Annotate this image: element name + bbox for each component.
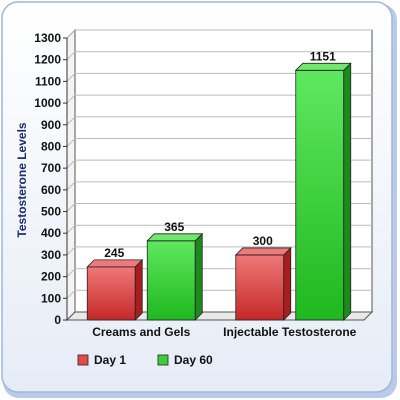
legend-label: Day 1 xyxy=(94,353,126,367)
data-labels: 245 365 300 1151 xyxy=(104,49,336,260)
bar xyxy=(235,254,285,321)
bar-side xyxy=(134,258,143,321)
gridline xyxy=(66,51,76,61)
bar-top xyxy=(234,247,292,256)
bar-value-label: 1151 xyxy=(310,49,336,63)
gridline xyxy=(66,29,76,39)
x-axis-labels: Creams and Gels Injectable Testosterone xyxy=(92,325,356,339)
plot-left-wall xyxy=(66,28,76,322)
bars xyxy=(86,62,352,321)
y-tick-label: 100 xyxy=(41,291,61,305)
gridline xyxy=(66,268,76,277)
bar-top xyxy=(86,259,144,268)
gridline xyxy=(66,159,76,169)
gridline xyxy=(66,94,76,104)
y-tick-label: 1000 xyxy=(34,96,61,110)
y-tick-label: 1300 xyxy=(34,31,61,45)
gridline xyxy=(66,289,76,299)
legend-swatch xyxy=(77,354,89,366)
bar-top xyxy=(146,233,204,242)
y-tick-label: 300 xyxy=(41,248,61,262)
y-tick-label: 600 xyxy=(41,183,61,197)
bar xyxy=(86,266,136,321)
gridline xyxy=(66,138,76,147)
bar xyxy=(146,240,196,321)
bar-side xyxy=(343,62,352,321)
y-tick-label: 800 xyxy=(41,139,61,153)
gridline xyxy=(66,181,76,191)
legend: Day 1 Day 60 xyxy=(77,353,213,367)
gridline xyxy=(66,246,76,256)
bar-value-label: 245 xyxy=(104,246,124,260)
y-tick-label: 500 xyxy=(41,205,61,219)
x-category-label: Creams and Gels xyxy=(92,325,190,339)
y-tick-label: 200 xyxy=(41,270,61,284)
legend-label: Day 60 xyxy=(174,353,213,367)
gridline xyxy=(66,116,76,126)
x-category-label: Injectable Testosterone xyxy=(223,325,356,339)
y-tick-label: 1200 xyxy=(34,53,61,67)
bar-side xyxy=(283,246,292,321)
bar-side xyxy=(194,232,203,321)
y-tick-label: 900 xyxy=(41,118,61,132)
bar xyxy=(295,69,345,321)
y-tick-label: 1100 xyxy=(35,74,61,88)
gridline xyxy=(66,224,76,234)
gridline xyxy=(66,203,76,212)
y-tick-label: 700 xyxy=(41,161,61,175)
bar-value-label: 300 xyxy=(253,234,273,248)
y-axis-title: Testosterone Levels xyxy=(15,122,29,237)
y-tick-label: 0 xyxy=(54,313,61,327)
y-axis-ticks: 0 100 200 300 400 500 600 700 800 900 1000 1100 1200… xyxy=(34,31,68,327)
y-tick-label: 400 xyxy=(41,226,61,240)
bar-value-label: 365 xyxy=(164,220,184,234)
legend-swatch xyxy=(157,354,169,366)
gridline xyxy=(66,73,76,82)
bar-top xyxy=(294,62,352,71)
